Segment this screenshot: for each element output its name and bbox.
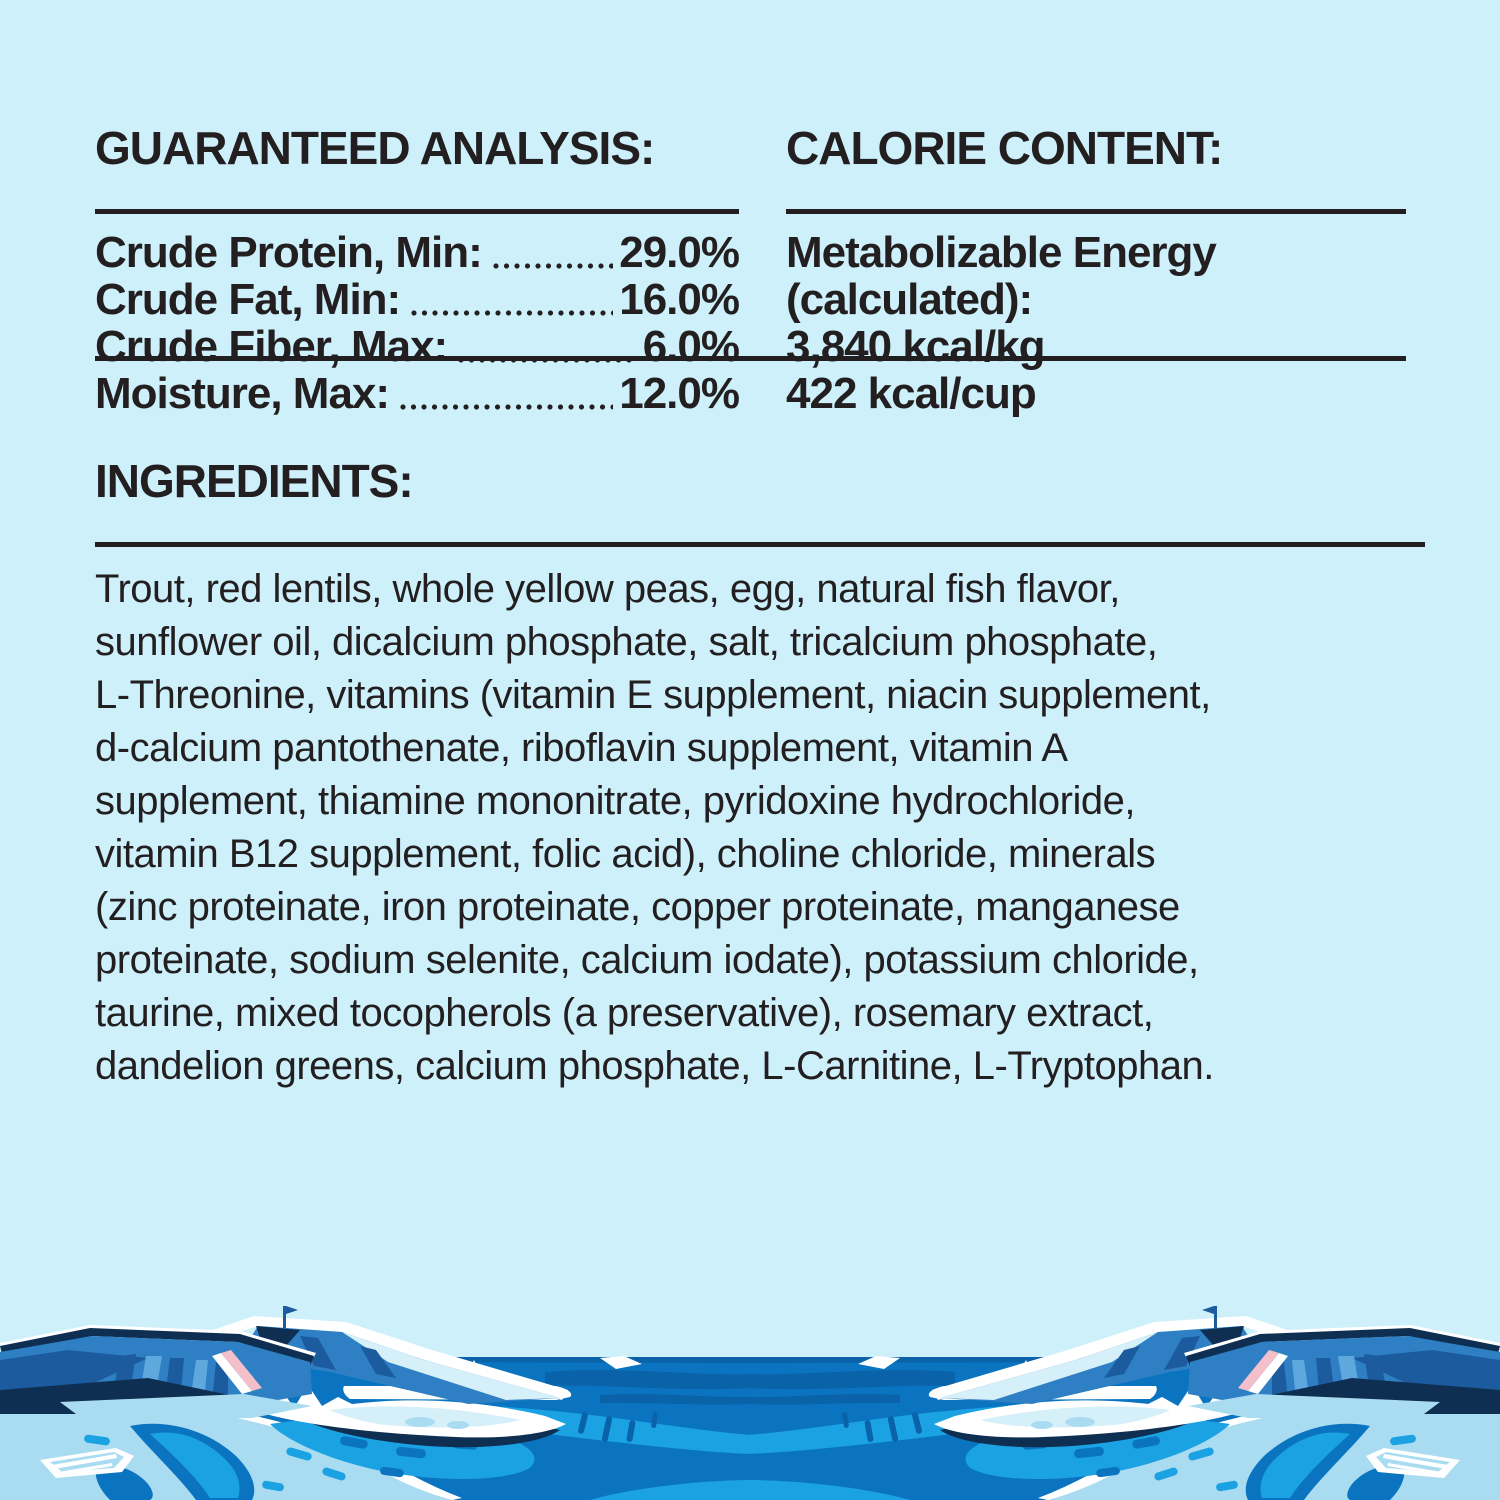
- calorie-content-section: CALORIE CONTENT: Metabolizable Energy (c…: [786, 88, 1406, 417]
- calorie-content-underline: [786, 209, 1406, 215]
- calorie-line: (calculated):: [786, 275, 1033, 325]
- dot-leader: [456, 323, 637, 371]
- analysis-label: Moisture, Max:: [95, 369, 390, 419]
- ingredients-underline: [95, 542, 1425, 548]
- ingredients-line: L-Threonine, vitamins (vitamin E supplem…: [95, 673, 1211, 718]
- ingredients-line: (zinc proteinate, iron proteinate, coppe…: [95, 885, 1180, 930]
- ingredients-section: INGREDIENTS: Trout, red lentils, whole y…: [95, 421, 1425, 1093]
- analysis-value: 6.0%: [642, 322, 740, 372]
- iceberg-ridge-back: [148, 1306, 568, 1404]
- arctic-illustration: [0, 1306, 1500, 1500]
- analysis-row: Moisture, Max: 12.0%: [95, 369, 740, 419]
- shore-water-dashes: [84, 1434, 346, 1492]
- calorie-line: Metabolizable Energy: [786, 228, 1217, 278]
- calorie-line: 422 kcal/cup: [786, 369, 1037, 419]
- pink-stripe: [221, 1350, 262, 1391]
- guaranteed-analysis-underline: [95, 209, 739, 215]
- ingredients-line: supplement, thiamine mononitrate, pyrido…: [95, 779, 1135, 824]
- analysis-row: Crude Fiber, Max: 6.0%: [95, 322, 740, 372]
- analysis-label: Crude Fiber, Max:: [95, 322, 448, 372]
- ingredients-title: INGREDIENTS:: [95, 455, 414, 508]
- analysis-value: 29.0%: [619, 228, 740, 278]
- ingredients-line: taurine, mixed tocopherols (a preservati…: [95, 991, 1154, 1036]
- calorie-content-title: CALORIE CONTENT:: [786, 122, 1223, 175]
- analysis-row: Crude Fat, Min: 16.0%: [95, 275, 740, 325]
- section-divider: [95, 356, 1406, 361]
- boat-icon: [40, 1448, 134, 1478]
- dot-leader: [398, 370, 614, 418]
- ingredients-line: Trout, red lentils, whole yellow peas, e…: [95, 567, 1120, 612]
- ice-floe: [252, 1385, 566, 1448]
- ingredients-line: dandelion greens, calcium phosphate, L-C…: [95, 1044, 1214, 1089]
- analysis-label: Crude Fat, Min:: [95, 275, 401, 325]
- mast-icon: [283, 1306, 286, 1328]
- ingredients-text: Trout, red lentils, whole yellow peas, e…: [95, 563, 1425, 1093]
- ingredients-line: sunflower oil, dicalcium phosphate, salt…: [95, 620, 1158, 665]
- ingredients-line: proteinate, sodium selenite, calcium iod…: [95, 938, 1199, 983]
- cliff-front: [0, 1325, 316, 1420]
- analysis-value: 12.0%: [619, 369, 740, 419]
- calorie-content-body: Metabolizable Energy (calculated): 3,840…: [786, 229, 1406, 417]
- ingredients-line: d-calcium pantothenate, riboflavin suppl…: [95, 726, 1068, 771]
- guaranteed-analysis-table: Crude Protein, Min: 29.0% Crude Fat, Min…: [95, 228, 740, 419]
- dot-leader: [409, 276, 614, 324]
- analysis-value: 16.0%: [619, 275, 740, 325]
- arctic-scene-half: [0, 1306, 752, 1500]
- guaranteed-analysis-section: GUARANTEED ANALYSIS: Crude Protein, Min:…: [95, 88, 740, 419]
- ingredients-line: vitamin B12 supplement, folic acid), cho…: [95, 832, 1156, 877]
- calorie-line: 3,840 kcal/kg: [786, 322, 1046, 372]
- guaranteed-analysis-title: GUARANTEED ANALYSIS:: [95, 122, 655, 175]
- water-reflection-dashes: [578, 1412, 658, 1442]
- analysis-label: Crude Protein, Min:: [95, 228, 483, 278]
- arctic-scene-mirrored-half: [748, 1306, 1500, 1500]
- dot-leader: [490, 229, 614, 277]
- analysis-row: Crude Protein, Min: 29.0%: [95, 228, 740, 278]
